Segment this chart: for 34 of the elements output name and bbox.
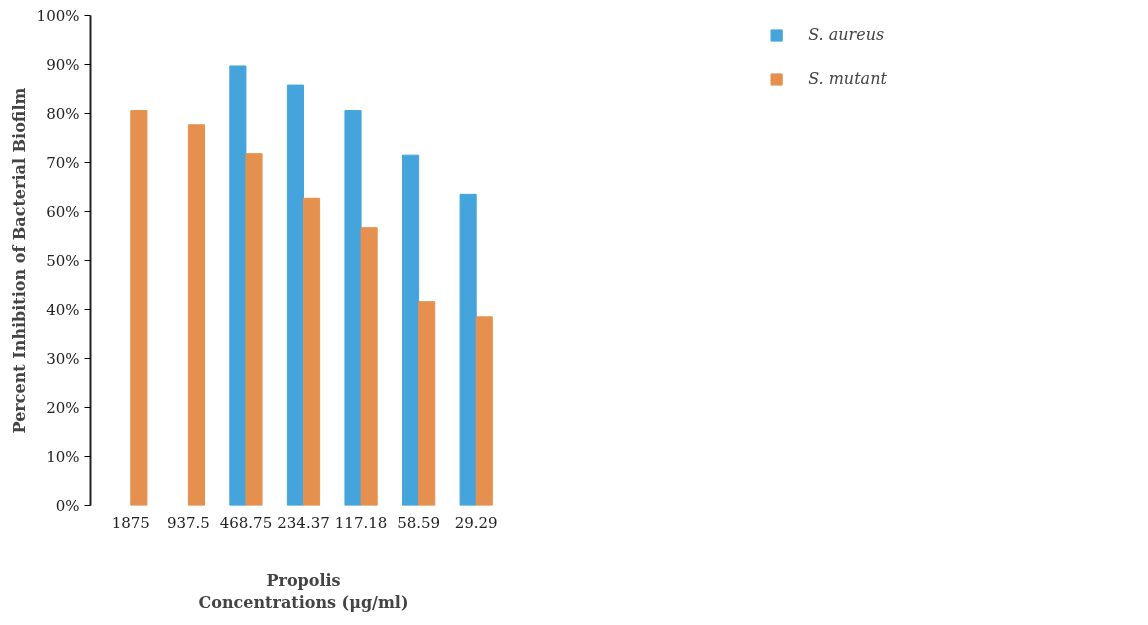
x-tick-label: 234.37 xyxy=(277,513,330,532)
y-tick-label: 40% xyxy=(46,300,80,319)
bar xyxy=(245,153,263,506)
x-tick-label: 1875 xyxy=(111,513,150,532)
x-tick-label: 468.75 xyxy=(219,513,273,532)
y-tick-label: 80% xyxy=(46,104,80,123)
x-tick-label: 117.18 xyxy=(334,513,388,532)
y-tick-label: 100% xyxy=(36,6,80,25)
y-axis-title: Percent Inhibition of Bacterial Biofilm xyxy=(9,87,29,434)
y-tick-label: 50% xyxy=(46,251,80,270)
bar xyxy=(229,65,247,506)
bar xyxy=(402,154,420,506)
y-tick-label: 90% xyxy=(46,55,80,74)
bar xyxy=(360,227,378,506)
x-axis-title: Propolis Concentrations (μg/ml) xyxy=(198,570,409,613)
bar xyxy=(475,316,493,506)
legend-label: S. mutant xyxy=(808,69,887,88)
y-tick-label: 10% xyxy=(46,447,80,466)
x-tick-label: 937.5 xyxy=(166,513,210,532)
x-tick-label: 29.29 xyxy=(454,513,498,532)
bar xyxy=(286,84,304,506)
y-tick-label: 20% xyxy=(46,398,80,417)
bar xyxy=(459,193,477,506)
x-tick-label: 58.59 xyxy=(397,513,441,532)
bar xyxy=(130,110,148,506)
y-tick-label: 30% xyxy=(46,349,80,368)
bar xyxy=(187,124,205,506)
legend-label: S. aureus xyxy=(808,25,885,44)
bar xyxy=(418,301,436,506)
bar xyxy=(303,197,321,506)
bar xyxy=(344,110,362,506)
y-tick-label: 0% xyxy=(55,496,80,515)
y-tick-label: 60% xyxy=(46,202,80,221)
y-tick-label: 70% xyxy=(46,153,80,172)
